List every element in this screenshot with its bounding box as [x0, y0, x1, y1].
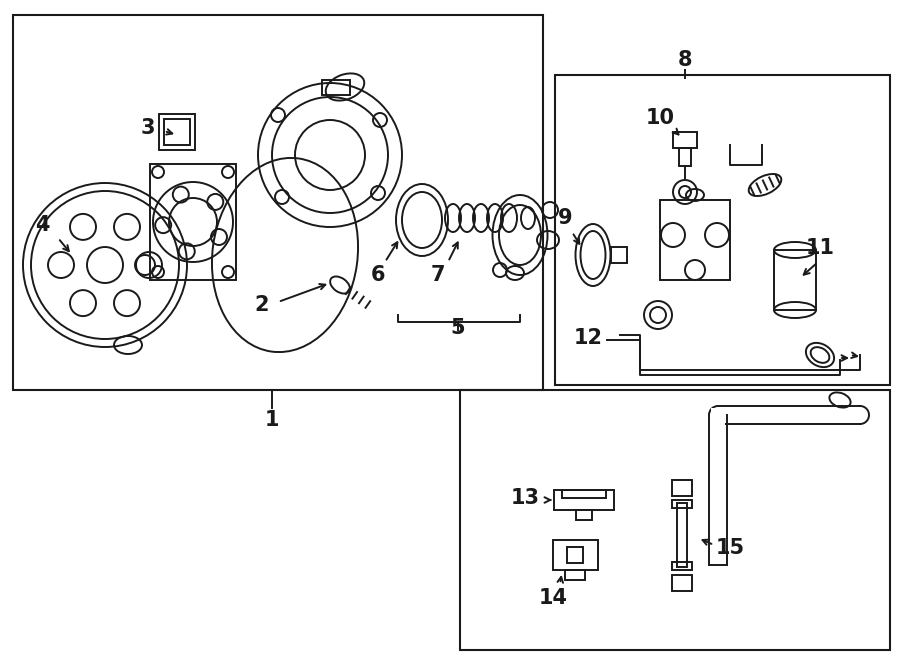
Text: 13: 13	[511, 488, 540, 508]
Bar	[611, 247, 627, 263]
Bar	[672, 575, 692, 591]
Bar	[150, 164, 236, 280]
Bar	[322, 80, 350, 95]
Bar	[553, 540, 598, 570]
Bar	[567, 547, 583, 563]
Bar	[164, 119, 190, 145]
Text: 14: 14	[538, 588, 568, 608]
Text: 4: 4	[35, 215, 50, 235]
Text: 12: 12	[573, 328, 602, 348]
Bar	[660, 200, 730, 280]
Text: 15: 15	[716, 538, 744, 558]
Bar	[774, 250, 816, 310]
Bar	[159, 114, 195, 150]
Bar	[679, 148, 691, 166]
Bar	[673, 132, 697, 148]
Bar	[554, 490, 614, 510]
Bar	[672, 562, 692, 570]
Bar	[565, 570, 585, 580]
Text: 9: 9	[558, 208, 572, 228]
Text: 1: 1	[265, 410, 279, 430]
Text: 6: 6	[371, 265, 385, 285]
Bar	[576, 510, 592, 520]
Text: 2: 2	[255, 295, 269, 315]
Bar	[672, 480, 692, 496]
Bar	[460, 390, 890, 650]
Bar	[13, 15, 543, 390]
Bar	[555, 75, 890, 385]
Text: 7: 7	[431, 265, 446, 285]
Text: 5: 5	[451, 318, 465, 338]
Bar	[677, 503, 687, 567]
Bar	[562, 490, 606, 498]
Text: 10: 10	[645, 108, 674, 128]
Text: 3: 3	[140, 118, 156, 138]
Text: 11: 11	[806, 238, 834, 258]
Bar	[672, 500, 692, 508]
Text: 8: 8	[678, 50, 692, 70]
